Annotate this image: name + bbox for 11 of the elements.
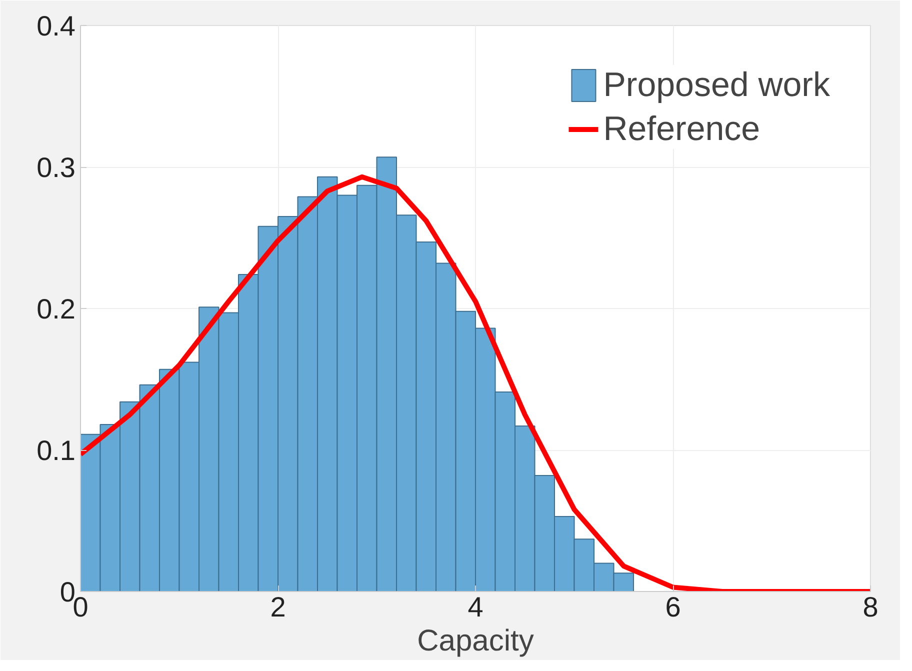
x-tick-label: 4 xyxy=(468,592,484,622)
y-tick-label: 0.4 xyxy=(36,10,76,42)
x-tick-label: 8 xyxy=(862,592,878,622)
legend-label: Proposed work xyxy=(603,66,830,104)
x-axis-title: Capacity xyxy=(417,624,534,658)
y-tick-label: 0.1 xyxy=(36,435,76,466)
legend-label: Reference xyxy=(603,110,760,148)
x-tick-label: 2 xyxy=(270,592,286,622)
y-tick-label: 0.2 xyxy=(36,294,76,324)
x-tick-label: 6 xyxy=(665,592,681,622)
y-tick-label: 0.3 xyxy=(36,152,76,183)
